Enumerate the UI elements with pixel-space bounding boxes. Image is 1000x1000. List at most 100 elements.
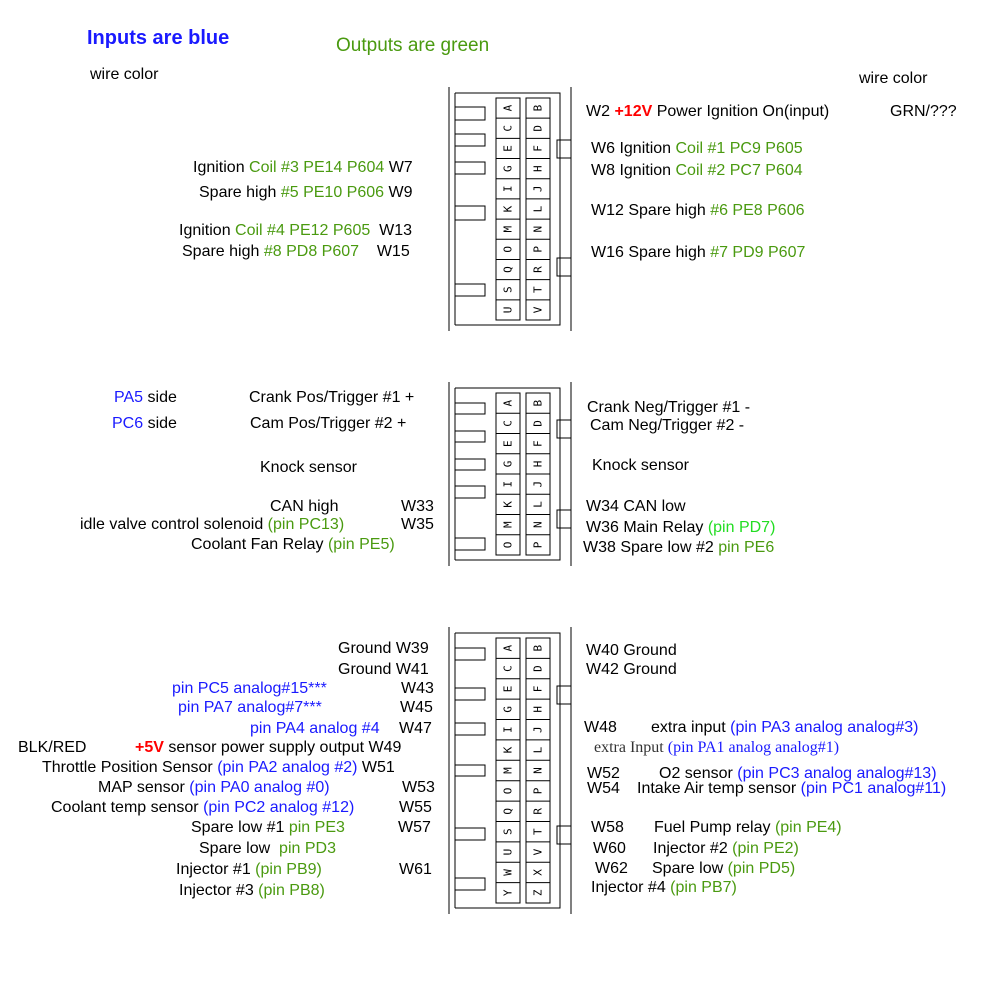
pin-y: Y <box>502 889 515 896</box>
c3-latch-left <box>455 722 486 736</box>
c3-w57: W57 <box>398 819 431 836</box>
pin-s: S <box>502 828 515 835</box>
c3-latch-left <box>455 827 486 841</box>
pin-i: I <box>502 726 515 733</box>
c1-latch-left <box>455 205 486 221</box>
c1-latch-right <box>556 139 571 159</box>
c1-left-row: Spare high #5 PE10 P606 W9 <box>199 184 413 201</box>
pin-h: H <box>532 461 545 468</box>
c3-injector4: Injector #4 (pin PB7) <box>591 879 737 896</box>
pin-i: I <box>502 186 515 193</box>
pin-o: O <box>502 542 515 549</box>
pin-p: P <box>532 787 545 794</box>
c3-latch-left <box>455 764 486 777</box>
c3-w61: W61 <box>399 861 432 878</box>
c3-pa4: pin PA4 analog #4 <box>250 720 380 737</box>
c2-body <box>455 387 561 561</box>
c2-idle-valve: idle valve control solenoid (pin PC13) <box>80 516 345 533</box>
pin-p: P <box>532 246 545 253</box>
pin-m: M <box>502 225 515 232</box>
pin-f: F <box>532 440 545 447</box>
c2-latch-left <box>455 537 486 551</box>
pin-a: A <box>502 104 515 111</box>
pin-l: L <box>532 746 545 753</box>
c3-spare-low1: Spare low #1 pin PE3 <box>191 819 345 836</box>
c2-latch-left <box>455 402 486 415</box>
c2-w33: W33 <box>401 498 434 515</box>
c3-latch-left <box>455 877 486 891</box>
pin-c: C <box>502 125 515 132</box>
c3-w45: W45 <box>400 699 433 716</box>
pin-d: D <box>532 125 545 132</box>
pin-q: Q <box>502 266 515 273</box>
pin-v: V <box>532 848 545 855</box>
pin-n: N <box>532 767 545 774</box>
c3-latch-right <box>556 685 571 705</box>
pin-l: L <box>532 205 545 212</box>
c2-cam-pos: Cam Pos/Trigger #2 + <box>250 415 407 432</box>
pin-a: A <box>502 645 515 652</box>
pin-z: Z <box>532 889 545 896</box>
c3-w48: W48 <box>584 719 617 736</box>
c3-injector2: Injector #2 (pin PE2) <box>653 840 799 857</box>
pin-b: B <box>532 645 545 652</box>
c3-body <box>455 632 561 909</box>
c1-latch-left <box>455 106 486 121</box>
c2-knock-right: Knock sensor <box>592 457 689 474</box>
c3-pin-column <box>495 637 521 904</box>
pin-q: Q <box>502 808 515 815</box>
c3-ground-w39: Ground W39 <box>338 640 429 657</box>
pin-r: R <box>532 266 545 273</box>
c2-w35: W35 <box>401 516 434 533</box>
c1-wire-color: GRN/??? <box>890 103 957 120</box>
c1-latch-left <box>455 133 486 147</box>
c1-right-row: W16 Spare high #7 PD9 P607 <box>591 244 806 261</box>
pin-j: J <box>532 726 545 733</box>
pin-o: O <box>502 246 515 253</box>
pin-t: T <box>532 286 545 293</box>
pin-c: C <box>502 665 515 672</box>
pin-m: M <box>502 767 515 774</box>
pin-d: D <box>532 665 545 672</box>
c2-fan-relay: Coolant Fan Relay (pin PE5) <box>191 536 395 553</box>
c3-latch-left <box>455 647 486 661</box>
pin-v: V <box>532 306 545 313</box>
c2-can-low: W34 CAN low <box>586 498 686 515</box>
c2-pa5-side: PA5 side <box>114 389 177 406</box>
pin-r: R <box>532 808 545 815</box>
c2-spare-low2: W38 Spare low #2 pin PE6 <box>583 539 775 556</box>
c3-w43: W43 <box>401 680 434 697</box>
pin-k: K <box>502 746 515 753</box>
pin-t: T <box>532 828 545 835</box>
c1-left-row: Ignition Coil #4 PE12 P605 W13 <box>179 222 413 239</box>
inputs-legend: Inputs are blue <box>87 27 230 49</box>
c1-left-row: Spare high #8 PD8 P607 W15 <box>182 243 410 260</box>
c3-spare-low-pd5: Spare low (pin PD5) <box>652 860 796 877</box>
pin-f: F <box>532 145 545 152</box>
c3-map: MAP sensor (pin PA0 analog #0) <box>98 779 330 796</box>
pin-u: U <box>502 307 515 314</box>
c3-w52: W52 <box>587 765 620 782</box>
pin-l: L <box>532 501 545 508</box>
outputs-legend: Outputs are green <box>336 35 490 56</box>
c3-blk-red: BLK/RED <box>18 739 87 756</box>
c3-extra-input: extra input (pin PA3 analog analog#3) <box>651 719 919 736</box>
c3-w60: W60 <box>593 840 626 857</box>
c3-pin-column <box>525 637 551 904</box>
pin-m: M <box>502 521 515 528</box>
pin-p: P <box>532 541 545 548</box>
pin-b: B <box>532 104 545 111</box>
pin-j: J <box>532 481 545 488</box>
c1-right-row: W8 Ignition Coil #2 PC7 P604 <box>591 162 803 179</box>
wire-color-label-left: wire color <box>90 66 159 83</box>
c2-latch-left <box>455 430 486 443</box>
c2-latch-right <box>556 419 571 439</box>
c3-w55: W55 <box>399 799 432 816</box>
pin-a: A <box>502 399 515 406</box>
c1-body <box>455 92 561 326</box>
c2-knock-left: Knock sensor <box>260 459 357 476</box>
c3-injector3: Injector #3 (pin PB8) <box>179 882 325 899</box>
c3-ground-w41: Ground W41 <box>338 661 429 678</box>
pin-g: G <box>502 165 515 172</box>
c1-pin-column <box>495 97 521 321</box>
